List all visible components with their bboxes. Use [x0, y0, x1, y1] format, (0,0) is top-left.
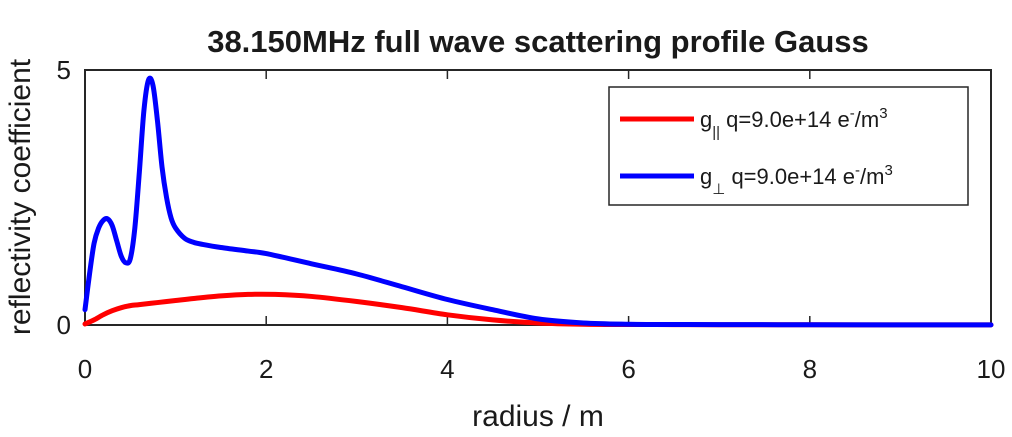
- y-tick-label: 5: [57, 55, 71, 85]
- y-axis-label: reflectivity coefficient: [4, 58, 37, 335]
- x-tick-label: 10: [977, 354, 1006, 384]
- legend-unit: /m: [855, 107, 879, 132]
- legend-superscript: -: [855, 162, 860, 179]
- legend-superscript: -: [850, 105, 855, 122]
- legend-superscript: 3: [879, 105, 887, 122]
- legend-superscript: 3: [884, 162, 892, 179]
- y-tick-label: 0: [57, 310, 71, 340]
- x-tick-label: 0: [78, 354, 92, 384]
- legend-entry-perpendicular: g⊥ q=9.0e+14 e-/m3: [700, 162, 893, 198]
- legend-unit: /m: [860, 164, 884, 189]
- legend-box: [608, 86, 969, 206]
- x-tick-label: 2: [259, 354, 273, 384]
- x-tick-label: 4: [440, 354, 454, 384]
- legend: g|| q=9.0e+14 e-/m3 g⊥ q=9.0e+14 e-/m3: [608, 86, 969, 206]
- legend-symbol: g: [700, 164, 712, 189]
- legend-text: q=9.0e+14 e: [720, 107, 850, 132]
- chart-title: 38.150MHz full wave scattering profile G…: [207, 24, 869, 59]
- legend-subscript: ||: [712, 124, 720, 141]
- legend-symbol: g: [700, 107, 712, 132]
- legend-text: q=9.0e+14 e: [725, 164, 855, 189]
- legend-entry-parallel: g|| q=9.0e+14 e-/m3: [700, 105, 888, 141]
- x-axis-label: radius / m: [472, 400, 604, 433]
- x-tick-label: 8: [803, 354, 817, 384]
- series-group: [82, 75, 994, 328]
- series-line-1: [82, 75, 994, 328]
- legend-subscript: ⊥: [712, 181, 725, 198]
- x-tick-label: 6: [621, 354, 635, 384]
